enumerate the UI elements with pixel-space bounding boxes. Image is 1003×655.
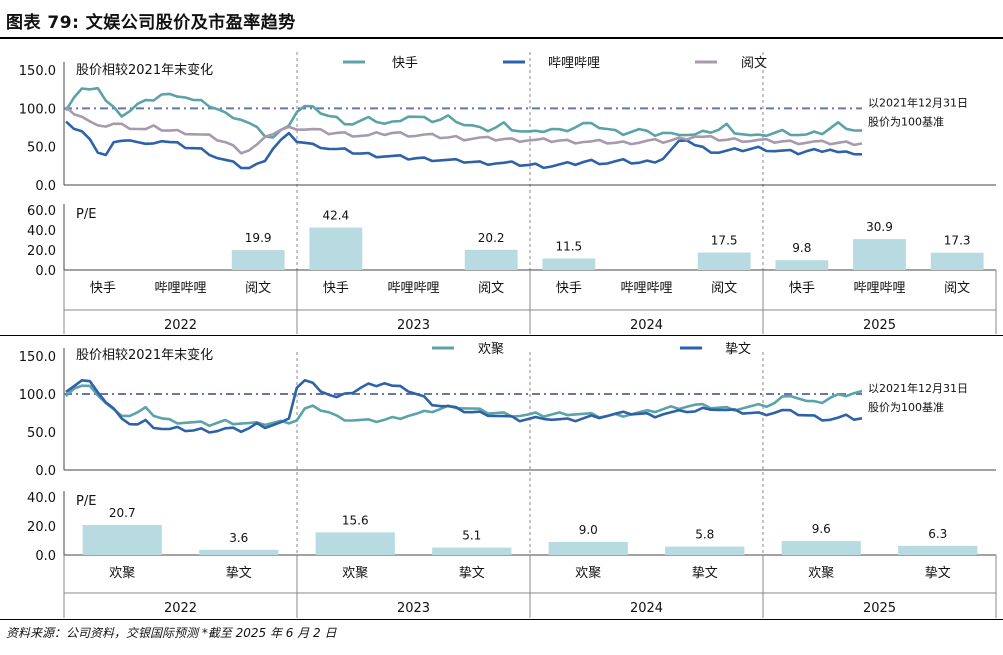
- panel1-year-label: 2022: [164, 318, 197, 333]
- panel1-line-title: 股价相较2021年末变化: [76, 62, 213, 78]
- panel2-line-ytick: 150.0: [19, 350, 56, 365]
- panel2-year-label: 2022: [164, 601, 197, 616]
- panel1-baseline-note-line2: 股价为100基准: [868, 115, 944, 128]
- panel1-series-line-1: [64, 86, 863, 139]
- panel2-bar-ytick: 40.0: [27, 491, 56, 506]
- panel2-pe-bar: [315, 532, 395, 555]
- panel1-series-line-3: [65, 106, 863, 155]
- panel2-bar-ytick: 20.0: [27, 520, 56, 535]
- panel1-bar-ytick: 40.0: [27, 224, 56, 239]
- panel1-bar-ytick: 20.0: [27, 244, 56, 259]
- panel2-category-label: 挚文: [692, 566, 718, 581]
- panel2-pe-bar-label: 20.7: [109, 506, 136, 520]
- panel1-pe-bar: [697, 252, 751, 270]
- panel2-category-label: 挚文: [226, 566, 252, 581]
- panel1-year-label: 2025: [863, 318, 896, 333]
- panel1-category-label: 阅文: [478, 281, 504, 296]
- panel2-series-line-2: [65, 378, 863, 434]
- panel1-line-ytick: 50.0: [27, 141, 56, 156]
- panel2-baseline-note-line2: 股价为100基准: [868, 401, 944, 414]
- panel1-line-ytick: 150.0: [19, 64, 56, 79]
- footer-rule: [0, 619, 1003, 620]
- panel1-pe-bar-label: 9.8: [792, 241, 811, 255]
- panel2-year-label: 2023: [397, 601, 430, 616]
- panel2-pe-bar-label: 3.6: [229, 531, 248, 545]
- panel1-category-label: 哔哩哔哩: [154, 281, 206, 296]
- panel2-bar-ytick: 0.0: [35, 549, 56, 564]
- panel1-pe-bar-label: 11.5: [555, 240, 582, 254]
- panel2-year-label: 2025: [863, 601, 896, 616]
- panel1-series-line-2: [65, 120, 863, 170]
- panel2-category-label: 欢聚: [109, 566, 135, 581]
- panel1-baseline-note-line1: 以2021年12月31日: [868, 95, 968, 109]
- panel2-category-label: 欢聚: [808, 566, 834, 581]
- panel1-pe-bar-label: 19.9: [245, 231, 272, 245]
- panel2-pe-bar: [665, 546, 745, 555]
- panel1-category-label: 哔哩哔哩: [853, 281, 905, 296]
- panel2-legend-label-2: 挚文: [725, 342, 751, 357]
- panel1-category-label: 阅文: [944, 281, 970, 296]
- panel1-line-ytick: 0.0: [35, 179, 56, 194]
- panel1-pe-bar: [775, 260, 829, 270]
- panel1-pe-bar: [542, 258, 596, 270]
- panel2-line-ytick: 100.0: [19, 388, 56, 403]
- panel2-baseline-note-line1: 以2021年12月31日: [868, 381, 968, 395]
- panel1-category-label: 快手: [789, 281, 815, 296]
- panel-divider: [0, 335, 1003, 336]
- panel2-line-title: 股价相较2021年末变化: [76, 347, 213, 363]
- panel2-pe-bar-label: 9.0: [579, 523, 598, 537]
- panel2-pe-bar-label: 9.6: [812, 522, 831, 536]
- panel1-pe-bar-label: 17.5: [711, 234, 738, 248]
- panel1-pe-bar: [930, 252, 984, 270]
- panel1-bar-ytick: 0.0: [35, 264, 56, 279]
- panel2-line-ytick: 50.0: [27, 426, 56, 441]
- panel2-pe-bar: [548, 541, 628, 555]
- panel2-category-label: 挚文: [925, 566, 951, 581]
- panel1-category-label: 哔哩哔哩: [620, 281, 672, 296]
- panel2-pe-bar: [898, 545, 978, 555]
- panel1-pe-bar: [853, 239, 906, 270]
- panel1-pe-bar: [231, 250, 285, 270]
- panel1-pe-bar: [464, 249, 518, 270]
- panel2-category-label: 欢聚: [342, 566, 368, 581]
- panel1-category-label: 阅文: [245, 281, 271, 296]
- panel2-pe-bar: [432, 547, 512, 555]
- panel2-line-ytick: 0.0: [35, 464, 56, 479]
- panel1-pe-bar: [309, 227, 363, 270]
- panel2-pe-bar-label: 6.3: [928, 527, 947, 541]
- panel2-pe-bar: [82, 524, 162, 555]
- panel2-category-label: 欢聚: [575, 566, 601, 581]
- panel1-bar-ylabel: P/E: [76, 207, 96, 222]
- panel1-category-label: 快手: [556, 281, 582, 296]
- panel1-legend-label-1: 快手: [392, 56, 418, 71]
- panel1-bar-ytick: 60.0: [27, 204, 56, 219]
- panel1-line-ytick: 100.0: [19, 102, 56, 117]
- panel1-pe-bar-label: 42.4: [322, 209, 349, 223]
- panel2-pe-bar: [781, 541, 861, 555]
- panel2-category-label: 挚文: [459, 566, 485, 581]
- panel2-pe-bar-label: 15.6: [342, 513, 369, 527]
- panel1-category-label: 阅文: [711, 281, 737, 296]
- panel2-pe-bar: [199, 549, 279, 555]
- source-note: 资料来源：公司资料，交银国际预测 *截至 2025 年 6 月 2 日: [6, 626, 337, 640]
- panel1-legend-label-2: 哔哩哔哩: [548, 56, 600, 71]
- panel1-category-label: 快手: [323, 281, 349, 296]
- panel2-bar-ylabel: P/E: [76, 494, 96, 509]
- panel1-year-label: 2023: [397, 318, 430, 333]
- panel2-year-label: 2024: [630, 601, 663, 616]
- figure-title: 图表 79: 文娱公司股价及市盈率趋势: [6, 13, 296, 33]
- panel1-pe-bar-label: 30.9: [866, 220, 893, 234]
- panel1-category-label: 快手: [90, 281, 116, 296]
- panel1-pe-bar-label: 17.3: [944, 234, 971, 248]
- panel1-legend-label-3: 阅文: [741, 56, 767, 71]
- title-rule: [0, 37, 1003, 39]
- panel1-pe-bar-label: 20.2: [478, 231, 505, 245]
- panel2-pe-bar-label: 5.1: [462, 529, 481, 543]
- panel2-legend-label-1: 欢聚: [478, 342, 504, 357]
- panel2-pe-bar-label: 5.8: [695, 528, 714, 542]
- panel2-series-line-1: [65, 384, 863, 428]
- panel1-year-label: 2024: [630, 318, 663, 333]
- panel1-category-label: 哔哩哔哩: [387, 281, 439, 296]
